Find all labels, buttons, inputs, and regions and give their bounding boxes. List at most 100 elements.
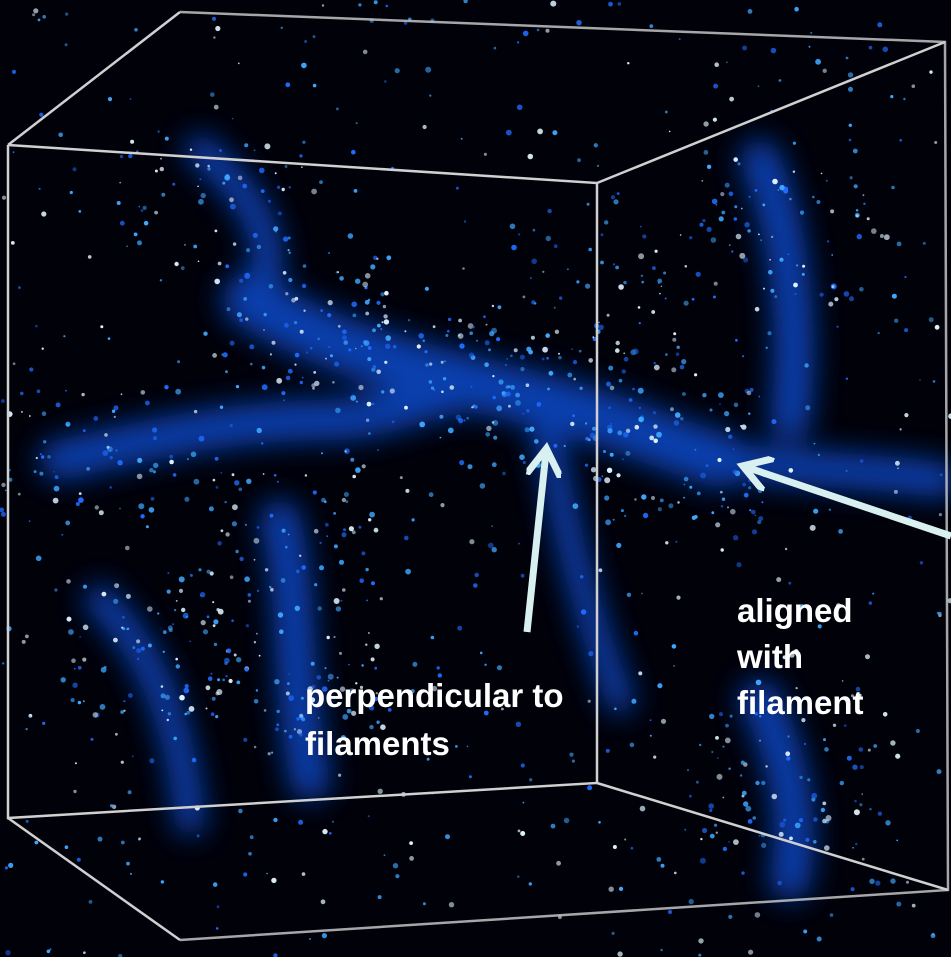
galaxy xyxy=(846,755,852,761)
galaxy xyxy=(432,325,436,329)
galaxy xyxy=(232,242,237,246)
galaxy xyxy=(758,395,761,398)
galaxy xyxy=(492,375,495,378)
galaxy xyxy=(700,472,707,479)
galaxy xyxy=(580,575,584,579)
galaxy xyxy=(720,548,724,552)
galaxy xyxy=(225,370,228,374)
galaxy xyxy=(722,745,725,748)
galaxy xyxy=(101,591,107,597)
galaxy xyxy=(351,301,358,308)
galaxy xyxy=(340,735,346,741)
galaxy xyxy=(270,587,274,592)
galaxy xyxy=(507,385,511,388)
galaxy xyxy=(263,329,265,331)
galaxy xyxy=(749,509,752,512)
galaxy xyxy=(350,395,357,401)
galaxy xyxy=(296,569,300,574)
galaxy xyxy=(76,857,81,862)
galaxy xyxy=(728,191,734,197)
galaxy xyxy=(111,409,116,413)
galaxy xyxy=(355,122,358,125)
galaxy xyxy=(683,476,689,482)
galaxy xyxy=(284,729,287,733)
galaxy xyxy=(542,270,545,273)
galaxy xyxy=(351,149,356,155)
galaxy xyxy=(854,799,857,803)
galaxy xyxy=(793,282,798,288)
galaxy xyxy=(52,497,59,504)
galaxy xyxy=(359,685,364,690)
galaxy xyxy=(206,615,210,619)
galaxy xyxy=(149,468,154,473)
galaxy xyxy=(922,241,926,245)
galaxy xyxy=(253,745,257,749)
galaxy xyxy=(263,312,267,317)
galaxy xyxy=(649,24,654,28)
galaxy xyxy=(911,903,916,908)
galaxy xyxy=(333,635,336,639)
galaxy xyxy=(126,245,128,248)
galaxy xyxy=(385,343,391,349)
galaxy xyxy=(231,619,234,622)
galaxy xyxy=(890,95,894,99)
galaxy xyxy=(419,421,426,428)
galaxy xyxy=(805,837,810,842)
galaxy xyxy=(508,404,511,408)
galaxy xyxy=(489,331,495,337)
galaxy xyxy=(720,505,724,508)
galaxy xyxy=(294,352,300,358)
galaxy xyxy=(369,511,375,518)
galaxy xyxy=(703,121,709,127)
galaxy xyxy=(288,251,291,254)
galaxy xyxy=(535,462,541,468)
galaxy xyxy=(343,340,349,345)
galaxy xyxy=(205,685,211,691)
galaxy xyxy=(300,696,304,700)
galaxy xyxy=(621,369,626,374)
galaxy xyxy=(615,265,619,270)
galaxy xyxy=(714,62,719,67)
galaxy xyxy=(769,258,771,261)
galaxy xyxy=(611,931,615,936)
galaxy xyxy=(457,333,464,339)
galaxy xyxy=(483,710,489,716)
galaxy xyxy=(877,811,883,816)
galaxy xyxy=(268,199,271,203)
galaxy xyxy=(491,525,494,527)
galaxy xyxy=(319,180,323,185)
galaxy xyxy=(722,846,728,852)
galaxy xyxy=(776,577,782,583)
galaxy xyxy=(167,712,172,716)
galaxy xyxy=(301,283,307,289)
galaxy xyxy=(120,760,124,764)
galaxy xyxy=(531,258,537,265)
galaxy xyxy=(338,773,342,777)
galaxy xyxy=(631,698,637,704)
galaxy xyxy=(759,739,761,742)
galaxy xyxy=(598,568,603,573)
galaxy xyxy=(28,716,31,718)
galaxy xyxy=(214,229,218,233)
label-line: filaments xyxy=(305,725,450,762)
galaxy xyxy=(770,235,774,239)
galaxy xyxy=(172,623,174,625)
galaxy xyxy=(947,598,951,604)
galaxy xyxy=(4,489,7,492)
galaxy xyxy=(444,360,446,363)
galaxy xyxy=(625,450,631,456)
galaxy xyxy=(563,817,570,824)
galaxy xyxy=(309,346,313,350)
galaxy xyxy=(587,699,591,703)
galaxy xyxy=(110,804,114,808)
galaxy xyxy=(843,291,850,297)
galaxy xyxy=(284,322,289,328)
galaxy xyxy=(519,454,525,461)
galaxy xyxy=(273,817,278,823)
galaxy xyxy=(634,424,640,430)
galaxy xyxy=(546,357,549,360)
galaxy xyxy=(739,774,743,777)
galaxy xyxy=(371,402,375,406)
galaxy xyxy=(904,275,907,279)
galaxy xyxy=(524,427,530,433)
